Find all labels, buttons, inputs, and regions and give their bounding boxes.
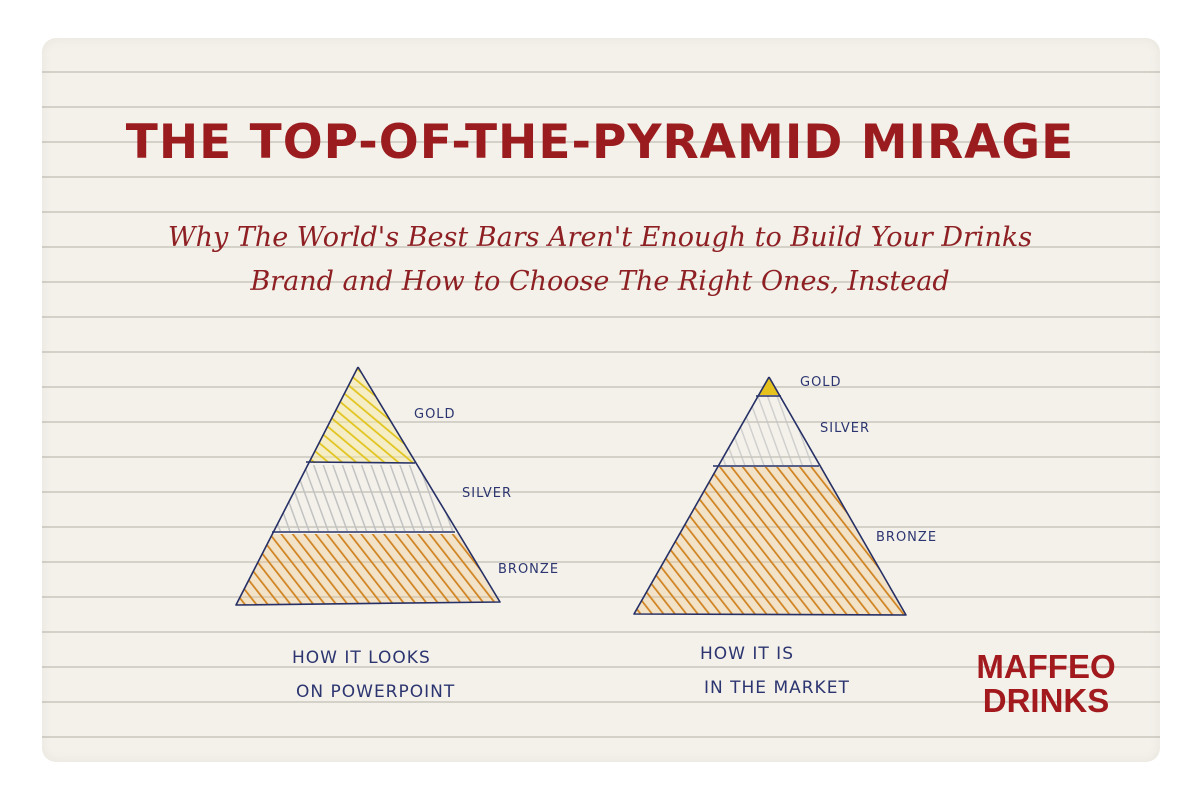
left-label-silver: SILVER: [462, 486, 512, 501]
right-caption-line-1: HOW IT IS: [700, 644, 794, 664]
left-pyramid-outline: [235, 366, 501, 606]
left-gold-band: [236, 367, 500, 463]
left-pyramid: GOLD SILVER BRONZE HOW IT LOOKS ON POWER…: [235, 366, 559, 702]
lined-paper-background: [42, 38, 1160, 762]
logo-line-1: MAFFEO: [976, 648, 1116, 685]
left-caption-line-1: HOW IT LOOKS: [292, 648, 431, 668]
page-title: THE TOP-OF-THE-PYRAMID MIRAGE: [125, 115, 1075, 170]
logo-line-2: DRINKS: [982, 682, 1110, 719]
right-pyramid-outline: [633, 376, 907, 616]
right-silver-band: [634, 396, 906, 465]
subtitle-line-1: Why The World's Best Bars Aren't Enough …: [167, 222, 1033, 253]
right-caption-line-2: IN THE MARKET: [704, 678, 850, 698]
left-bronze-band: [236, 534, 500, 605]
right-label-gold: GOLD: [800, 375, 842, 390]
right-pyramid: GOLD SILVER BRONZE HOW IT IS IN THE MARK…: [633, 375, 937, 698]
left-label-gold: GOLD: [414, 407, 456, 422]
left-gold-divider: [305, 461, 416, 464]
right-bronze-band: [634, 467, 906, 615]
subtitle-line-2: Brand and How to Choose The Right Ones, …: [250, 266, 950, 297]
left-caption-line-2: ON POWERPOINT: [296, 682, 455, 702]
maffeo-drinks-logo: MAFFEO DRINKS: [966, 650, 1126, 718]
right-label-silver: SILVER: [820, 421, 870, 436]
right-gold-band: [634, 377, 906, 395]
left-label-bronze: BRONZE: [498, 562, 559, 577]
right-label-bronze: BRONZE: [876, 530, 937, 545]
